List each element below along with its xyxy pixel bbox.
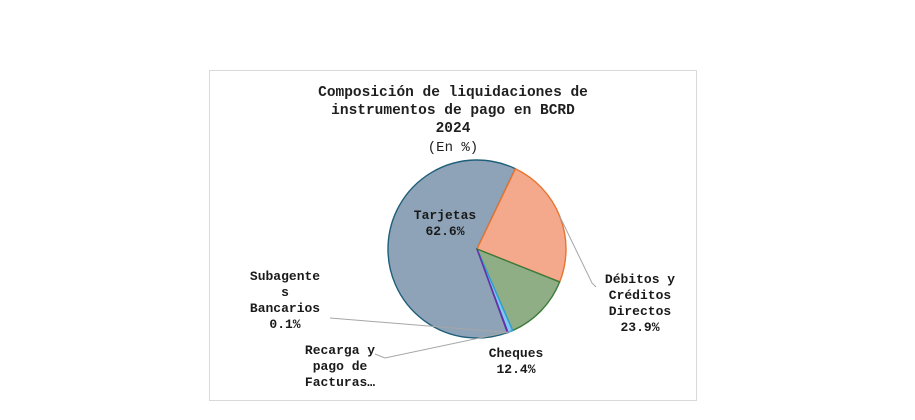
- chart-title-line-2: instrumentos de pago en BCRD: [331, 103, 575, 119]
- leader-line-5: [329, 317, 508, 333]
- chart-subtitle: (En %): [428, 140, 478, 156]
- slice-label-1: Tarjetas 62.6%: [414, 208, 477, 239]
- pie-slice-2: [476, 167, 567, 283]
- leader-line-2: [559, 216, 597, 288]
- slice-label-line: Tarjetas: [414, 208, 477, 223]
- slice-label-5: Subagente s Bancarios 0.1%: [250, 269, 320, 332]
- slice-label-2: Débitos y Créditos Directos 23.9%: [605, 272, 675, 335]
- slice-value-label: 23.9%: [620, 320, 659, 335]
- slice-label-line: Cheques: [489, 346, 544, 361]
- slice-label-line: pago de: [313, 359, 368, 374]
- slice-value-label: 62.6%: [425, 224, 464, 239]
- pie-slice-3: [475, 247, 561, 332]
- chart-title-line-3: 2024: [436, 121, 471, 137]
- slice-label-4: Recarga y pago de Facturas…: [305, 343, 375, 390]
- slice-label-line: Bancarios: [250, 301, 320, 316]
- slice-label-line: Subagente: [250, 269, 320, 284]
- leader-line-4: [374, 331, 511, 359]
- slice-label-line: Créditos: [609, 288, 672, 303]
- slice-label-line: Recarga y: [305, 343, 375, 358]
- slice-label-line: Facturas…: [305, 375, 375, 390]
- slice-label-line: Directos: [609, 304, 672, 319]
- pie-slice-1: [387, 159, 517, 339]
- pie-slices: [387, 159, 567, 339]
- slice-label-line: s: [281, 285, 289, 300]
- slice-value-label: 0.1%: [269, 317, 300, 332]
- chart-title-line-1: Composición de liquidaciones de: [318, 85, 588, 101]
- leader-lines: [329, 216, 597, 359]
- slice-labels: Tarjetas 62.6% Débitos y Créditos Directos 23…: [250, 208, 675, 390]
- slice-label-3: Cheques 12.4%: [489, 346, 544, 377]
- slice-label-line: Débitos y: [605, 272, 675, 287]
- slice-value-label: 12.4%: [496, 362, 535, 377]
